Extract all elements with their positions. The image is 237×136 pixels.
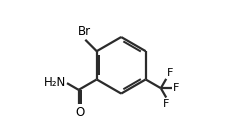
Text: O: O — [75, 106, 84, 119]
Text: Br: Br — [78, 25, 91, 38]
Text: F: F — [167, 68, 173, 78]
Text: F: F — [163, 99, 170, 109]
Text: H₂N: H₂N — [43, 76, 66, 89]
Text: F: F — [173, 83, 179, 93]
